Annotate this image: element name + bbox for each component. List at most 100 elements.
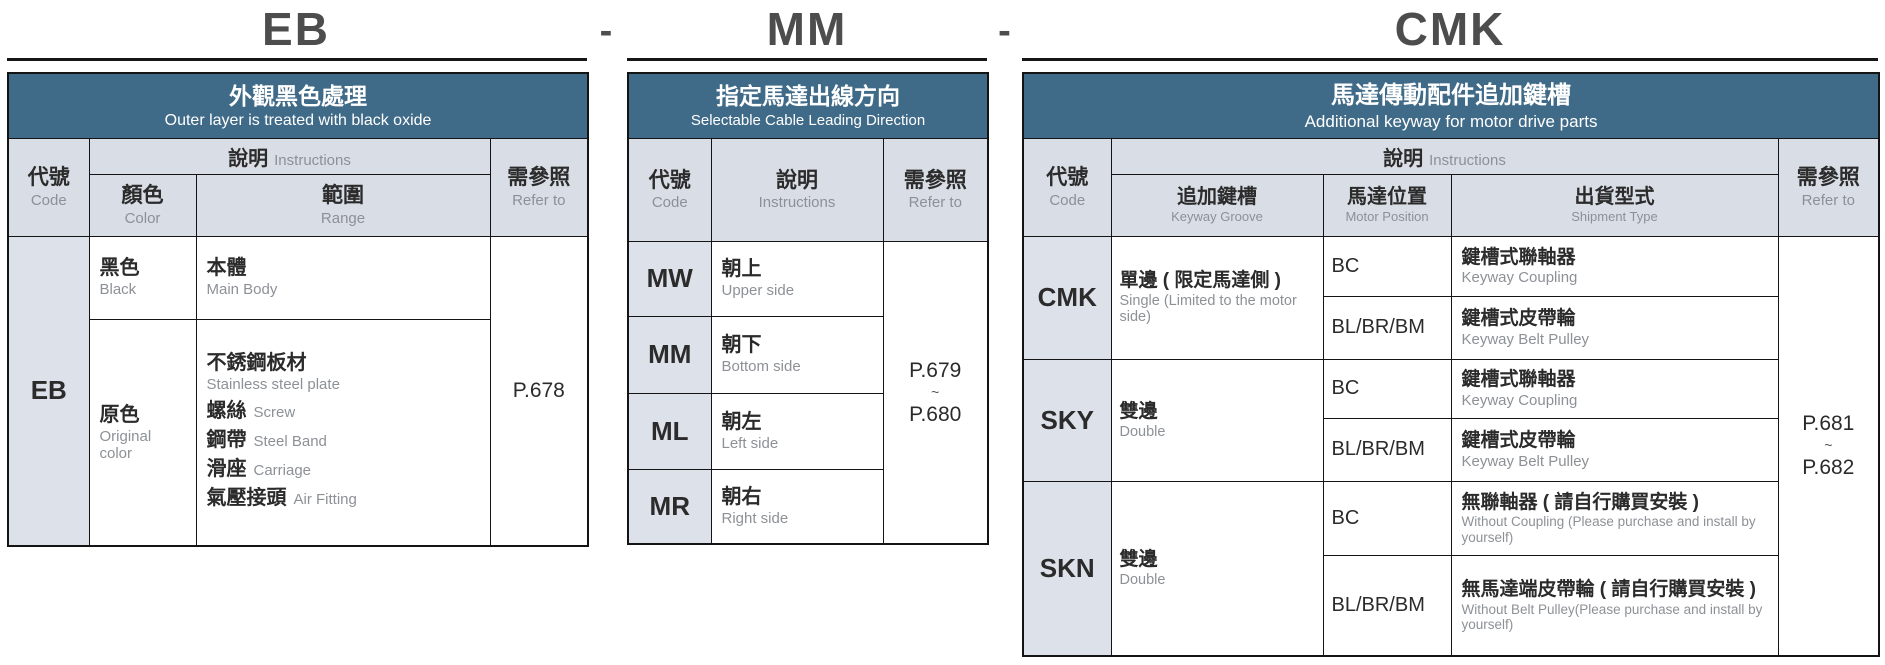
cmk-ship-sky-bc-zh: 鍵槽式聯軸器 [1461, 369, 1576, 390]
cmk-col-header-keyway: 追加鍵槽 Keyway Groove [1110, 173, 1324, 237]
cmk-refer-from: P.681 [1802, 412, 1855, 436]
eb-original-color-cell: 原色 Original color [88, 318, 197, 547]
title-separator-1: - [599, 10, 613, 52]
eb-range-item: 螺絲 Screw [207, 399, 480, 424]
eb-range-item: 滑座 Carriage [207, 457, 480, 482]
cmk-ship-sky-bc: 鍵槽式聯軸器 Keyway Coupling [1450, 358, 1779, 419]
cmk-code-skn: SKN [1022, 480, 1112, 657]
cmk-row-cmk-bc: CMK 單邊 ( 限定馬達側 ) Single (Limited to the … [1022, 235, 1880, 657]
cmk-motor-sky-bl: BL/BR/BM [1322, 417, 1452, 482]
eb-black-color-cell: 黑色 Black [88, 235, 197, 320]
cmk-refer-header-en: Refer to [1801, 191, 1855, 209]
eb-title-rule [7, 58, 587, 61]
cmk-col-header-instructions: 說明 Instructions [1110, 137, 1779, 175]
eb-color-header-en: Color [124, 209, 161, 227]
cmk-table-banner-row: 馬達傳動配件追加鍵槽 Additional keyway for motor d… [1022, 72, 1880, 139]
eb-range-item: 鋼帶 Steel Band [207, 428, 480, 453]
eb-code-value: EB [7, 235, 90, 547]
mm-code-mw: MW [627, 240, 712, 317]
cmk-row-cmk-bl: BL/BR/BM 鍵槽式皮帶輪 Keyway Belt Pulley [1023, 295, 1879, 360]
cmk-motor-header-en: Motor Position [1345, 209, 1429, 225]
cmk-ship-skn-bc-zh: 無聯軸器 ( 請自行購買安裝 ) [1461, 491, 1700, 513]
mm-title-rule [627, 58, 987, 61]
cmk-ship-sky-bl-zh: 鍵槽式皮帶輪 [1461, 430, 1576, 451]
eb-col-header-range: 範圍 Range [195, 173, 491, 237]
cmk-col-header-shipment: 出貨型式 Shipment Type [1450, 173, 1779, 237]
eb-table-banner: 外觀黑色處理 Outer layer is treated with black… [7, 72, 589, 139]
eb-item2-en: Steel Band [253, 433, 327, 451]
eb-col-header-code: 代號 Code [7, 137, 90, 237]
mm-banner-zh: 指定馬達出線方向 [716, 83, 901, 110]
mm-code-ml: ML [627, 392, 712, 470]
cmk-col-header-refer: 需參照 Refer to [1777, 137, 1880, 237]
mm-code-header-zh: 代號 [648, 168, 691, 192]
eb-header-row-2: 顏色 Color 範圍 Range [8, 173, 588, 237]
cmk-header-row-1: 代號 Code 說明 Instructions 需參照 Refer to [1022, 137, 1880, 237]
cmk-row-skn-bl: BL/BR/BM 無馬達端皮帶輪 ( 請自行購買安裝 ) Without Bel… [1023, 554, 1879, 657]
cmk-ship-header-en: Shipment Type [1571, 209, 1658, 225]
eb-range-header-en: Range [320, 209, 366, 227]
cmk-table: 馬達傳動配件追加鍵槽 Additional keyway for motor d… [1022, 72, 1881, 657]
cmk-motor-skn-bl: BL/BR/BM [1322, 554, 1452, 657]
eb-black-en: Black [99, 281, 137, 299]
mm-col-header-code: 代號 Code [627, 137, 712, 242]
eb-range-item: 氣壓接頭 Air Fitting [207, 486, 480, 511]
eb-item0-zh: 不銹鋼板材 [206, 352, 307, 375]
cmk-col-header-motor: 馬達位置 Motor Position [1322, 173, 1452, 237]
cmk-ship-header-zh: 出貨型式 [1574, 186, 1655, 209]
cmk-motor-header-zh: 馬達位置 [1347, 186, 1427, 209]
mm-row-mw: MW 朝上 Upper side P.679 ~ P.680 [627, 240, 989, 545]
eb-item4-en: Air Fitting [293, 491, 357, 509]
cmk-motor-skn-bc: BC [1322, 480, 1452, 556]
cmk-ship-skn-bl-zh: 無馬達端皮帶輪 ( 請自行購買安裝 ) [1461, 578, 1757, 600]
cmk-keyway-skn-zh: 雙邊 [1119, 549, 1158, 571]
eb-original-zh: 原色 [99, 403, 140, 426]
eb-col-header-color: 顏色 Color [88, 173, 197, 237]
cmk-refer-tilde: ~ [1824, 437, 1833, 454]
mm-mw-en: Upper side [721, 282, 795, 300]
cmk-keyway-cmk-zh: 單邊 ( 限定馬達側 ) [1119, 269, 1282, 291]
eb-item3-en: Carriage [253, 462, 312, 480]
cmk-keyway-sky: 雙邊 Double [1110, 358, 1324, 482]
cmk-row-sky-bl: BL/BR/BM 鍵槽式皮帶輪 Keyway Belt Pulley [1023, 417, 1879, 482]
mm-instr-ml: 朝左 Left side [710, 392, 884, 470]
cmk-keyway-header-en: Keyway Groove [1171, 209, 1263, 225]
eb-black-range-cell: 本體 Main Body [195, 235, 491, 320]
cmk-ship-skn-bl-en: Without Belt Pulley(Please purchase and … [1461, 601, 1763, 633]
mm-refer-to: P.680 [909, 402, 962, 426]
cmk-row-skn-bc: SKN 雙邊 Double BC 無聯軸器 ( 請自行購買安裝 ) Withou… [1022, 480, 1879, 657]
eb-range-item: 不銹鋼板材 Stainless steel plate [207, 351, 480, 393]
mm-ml-zh: 朝左 [721, 410, 762, 433]
eb-code-header-en: Code [30, 191, 67, 209]
mm-refer-from: P.679 [909, 358, 962, 382]
cmk-keyway-cmk: 單邊 ( 限定馬達側 ) Single (Limited to the moto… [1110, 235, 1324, 360]
cmk-keyway-sky-zh: 雙邊 [1119, 400, 1158, 422]
mm-table: 指定馬達出線方向 Selectable Cable Leading Direct… [627, 72, 990, 545]
mm-mr-en: Right side [721, 510, 789, 528]
cmk-ship-cmk-bc-zh: 鍵槽式聯軸器 [1461, 246, 1576, 268]
mm-instr-mw: 朝上 Upper side [710, 240, 884, 317]
mm-table-banner: 指定馬達出線方向 Selectable Cable Leading Direct… [627, 72, 989, 139]
eb-item2-zh: 鋼帶 [206, 429, 247, 452]
cmk-code-sky: SKY [1022, 358, 1112, 482]
eb-original-en: Original color [99, 427, 152, 462]
mm-header-row: 代號 Code 說明 Instructions 需參照 Refer to [627, 137, 989, 242]
mm-instr-header-en: Instructions [758, 194, 836, 211]
eb-instr-header-en: Instructions [274, 151, 351, 169]
eb-mainbody-en: Main Body [206, 281, 278, 299]
cmk-keyway-sky-en: Double [1119, 423, 1166, 440]
eb-original-range-cell: 不銹鋼板材 Stainless steel plate 螺絲 Screw 鋼帶 St… [195, 318, 491, 547]
cmk-banner-zh: 馬達傳動配件追加鍵槽 [1331, 82, 1572, 110]
cmk-ship-skn-bc-en: Without Coupling (Please purchase and in… [1461, 514, 1756, 545]
eb-range-header-zh: 範圍 [322, 184, 364, 208]
mm-instr-mm: 朝下 Bottom side [710, 315, 884, 394]
cmk-ship-cmk-bl-en: Keyway Belt Pulley [1461, 330, 1590, 348]
eb-table: 外觀黑色處理 Outer layer is treated with black… [7, 72, 590, 547]
mm-code-header-en: Code [651, 194, 688, 211]
cmk-row-sky-bc: SKY 雙邊 Double BC 鍵槽式聯軸器 Keyway Coupling [1022, 358, 1879, 482]
cmk-col-header-code: 代號 Code [1022, 137, 1112, 237]
cmk-section-title: CMK [1394, 3, 1506, 55]
mm-code-mr: MR [627, 468, 712, 545]
eb-refer-value: P.678 [512, 379, 565, 403]
eb-item1-zh: 螺絲 [206, 400, 247, 423]
